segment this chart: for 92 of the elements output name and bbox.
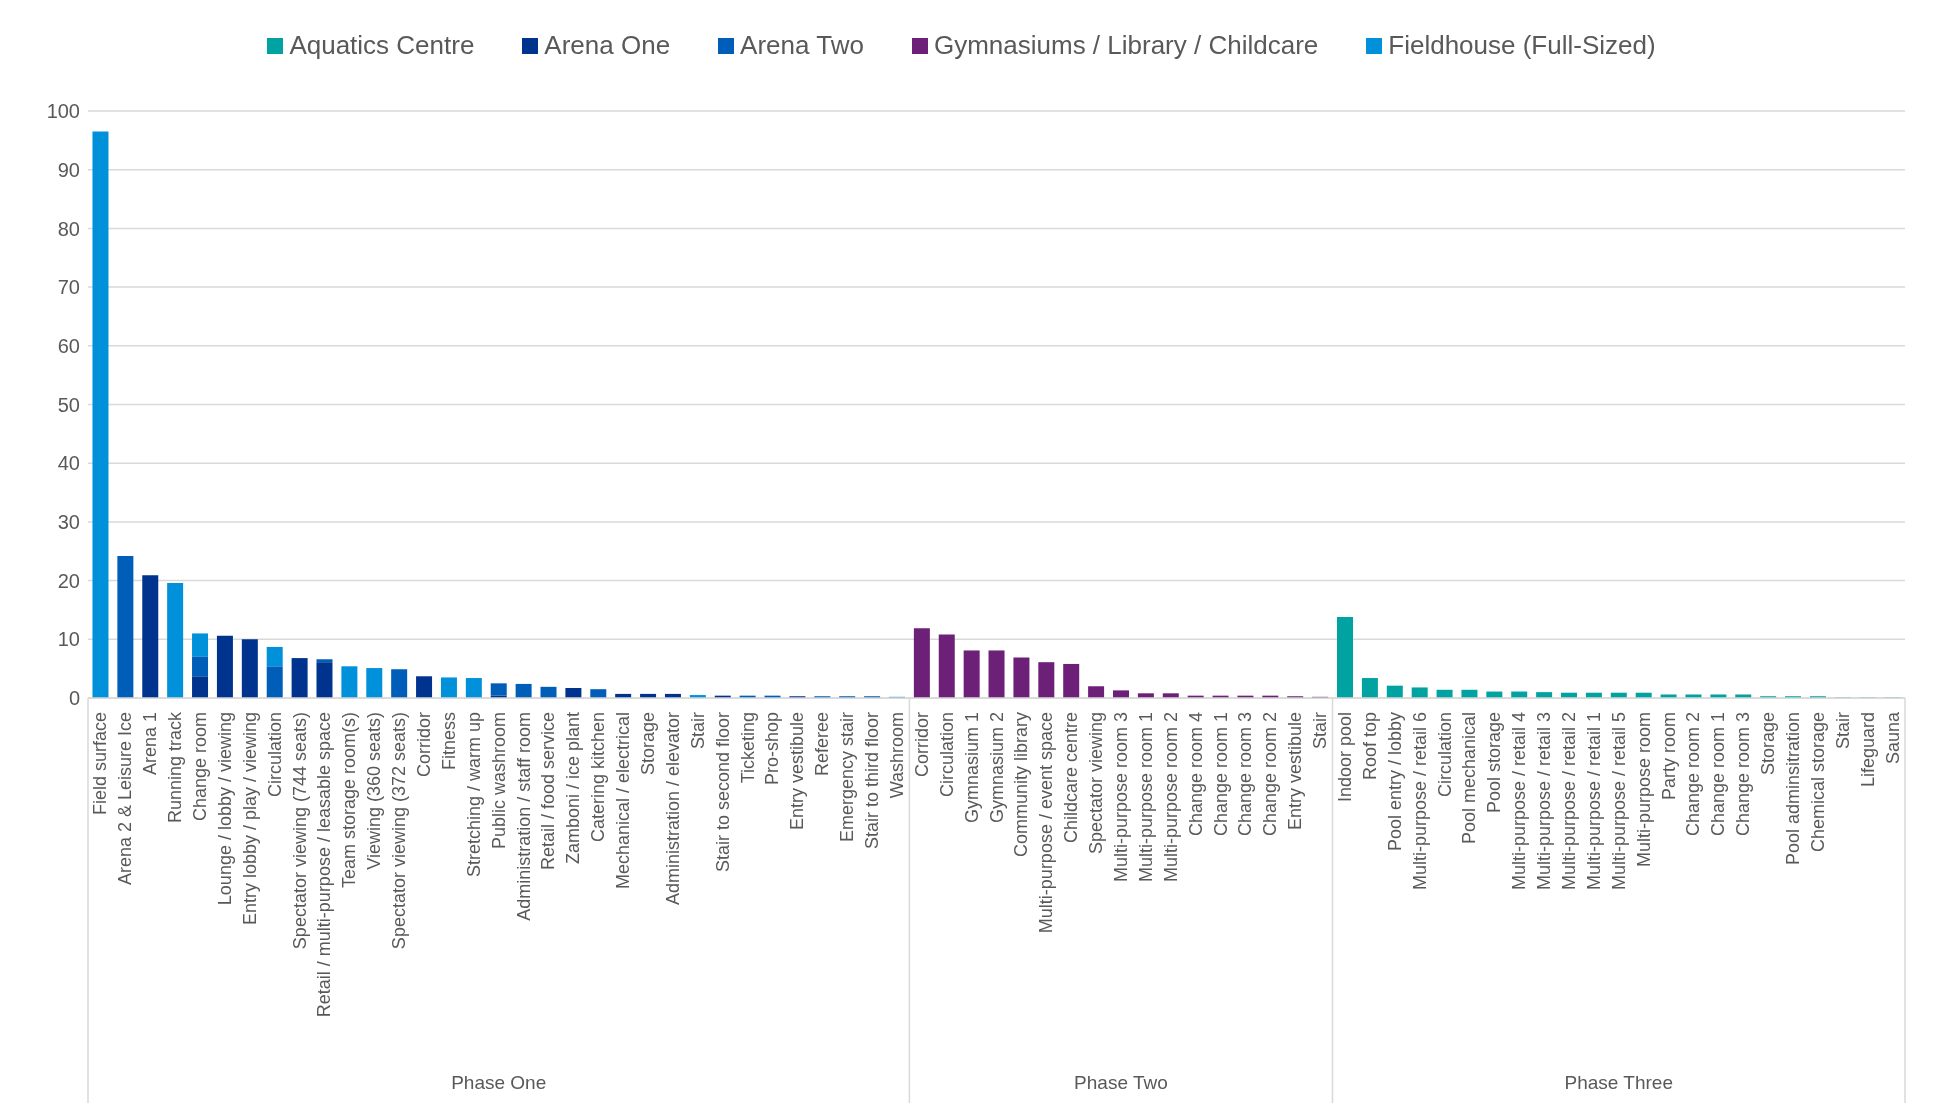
y-tick-label: 100	[46, 100, 80, 123]
x-tick-label: Arena 1	[140, 712, 161, 776]
x-tick-label: Zamboni / ice plant	[563, 712, 584, 865]
x-tick-label: Stair to third floor	[862, 712, 883, 850]
x-tick-label: Retail / multi-purpose / leasable space	[314, 712, 335, 1018]
x-tick-label: Entry lobby / play / viewing	[239, 712, 260, 926]
y-tick-label: 90	[57, 158, 80, 181]
x-tick-label: Circulation	[936, 712, 957, 798]
x-tick-label: Multi-purpose / retail 6	[1409, 712, 1430, 891]
x-tick-label: Gymnasium 1	[961, 712, 982, 824]
x-tick-label: Stair	[1310, 712, 1331, 750]
x-tick-label: Roof top	[1359, 712, 1380, 781]
x-tick-label: Multi-purpose / retail 2	[1558, 712, 1579, 891]
x-tick-label: Corridor	[414, 712, 435, 778]
x-tick-label: Spectator viewing (372 seats)	[389, 712, 410, 950]
x-tick-label: Running track	[165, 711, 186, 824]
x-tick-label: Ticketing	[737, 712, 758, 784]
x-tick-label: Community library	[1011, 712, 1032, 858]
x-tick-label: Multi-purpose / retail 4	[1509, 712, 1530, 891]
x-tick-label: Change room 3	[1235, 712, 1256, 837]
y-tick-label: 40	[57, 452, 80, 475]
x-tick-label: Field surface	[90, 712, 111, 816]
x-tick-label: Fitness	[438, 712, 459, 771]
x-tick-label: Change room 4	[1185, 712, 1206, 837]
legend-label: Arena Two	[739, 30, 864, 61]
x-tick-label: Spectator viewing (744 seats)	[289, 712, 310, 950]
x-tick-label: Catering kitchen	[588, 712, 609, 843]
text: Phase Three	[1564, 1072, 1673, 1093]
x-tick-label: Stretching / warm up	[463, 712, 484, 878]
y-tick-label: 80	[57, 217, 80, 240]
text: Phase Two	[1074, 1072, 1168, 1093]
x-tick-label: Party room	[1658, 712, 1679, 801]
x-tick-label: Change room	[190, 712, 211, 822]
x-tick-label: Storage	[1758, 712, 1779, 776]
x-tick-label: Circulation	[264, 712, 285, 798]
x-tick-label: Circulation	[1434, 712, 1455, 798]
x-tick-label: Multi-purpose / retail 1	[1583, 712, 1604, 891]
x-tick-label: Washroom	[886, 712, 907, 799]
y-tick-label: 70	[57, 276, 80, 299]
legend-label: Gymnasiums / Library / Childcare	[932, 30, 1319, 61]
x-tick-label: Arena 2 & Leisure Ice	[115, 712, 136, 886]
x-tick-label: Emergency stair	[837, 712, 858, 843]
x-tick-label: Stair	[687, 712, 708, 750]
x-tick-label: Multi-purpose / retail 3	[1534, 712, 1555, 891]
x-tick-label: Multi-purpose / event space	[1036, 712, 1057, 934]
x-tick-label: Change room 1	[1708, 712, 1729, 837]
x-tick-label: Multi-purpose room 1	[1135, 712, 1156, 883]
x-tick-label: Pool storage	[1484, 712, 1505, 814]
x-tick-label: Multi-purpose room 3	[1110, 712, 1131, 883]
y-tick-label: 20	[57, 569, 80, 592]
y-tick-label: 50	[57, 393, 80, 416]
x-tick-label: Pool adminsitration	[1782, 712, 1803, 866]
legend-label: Aquatics Centre	[288, 30, 475, 61]
x-tick-label: Pool mechanical	[1459, 712, 1480, 845]
x-tick-label: Change room 1	[1210, 712, 1231, 837]
x-tick-label: Chemical storage	[1807, 712, 1828, 853]
x-tick-label: Pro-shop	[762, 712, 783, 786]
x-tick-label: Change room 2	[1260, 712, 1281, 837]
x-tick-label: Gymnasium 2	[986, 712, 1007, 824]
x-tick-label: Mechanical / electrical	[613, 712, 634, 890]
x-tick-label: Lounge / lobby / viewing	[214, 712, 235, 906]
x-tick-label: Stair	[1832, 712, 1853, 750]
x-tick-label: Change room 2	[1683, 712, 1704, 837]
x-tick-label: Multi-purpose room 2	[1160, 712, 1181, 883]
text: Phase One	[451, 1072, 547, 1093]
y-tick-label: 10	[57, 628, 80, 651]
x-tick-label: Pool entry / lobby	[1384, 712, 1405, 852]
x-tick-label: Retail / food service	[538, 712, 559, 871]
x-tick-label: Entry vestibule	[1285, 712, 1306, 831]
x-tick-label: Childcare centre	[1061, 712, 1082, 844]
legend-label: Fieldhouse (Full-Sized)	[1387, 30, 1656, 61]
x-tick-label: Entry vestibule	[787, 712, 808, 831]
x-tick-label: Viewing (360 seats)	[364, 712, 385, 870]
y-tick-label: 30	[57, 511, 80, 533]
x-tick-label: Stair to second floor	[712, 712, 733, 873]
x-tick-label: Public washroom	[488, 712, 509, 850]
x-tick-label: Lifeguard	[1857, 712, 1878, 788]
x-tick-label: Administration / staff room	[513, 712, 534, 921]
x-tick-label: Referee	[812, 712, 833, 777]
x-tick-label: Indoor pool	[1334, 712, 1355, 803]
x-tick-label: Multi-purpose / retail 5	[1608, 712, 1629, 891]
x-tick-label: Administration / elevator	[662, 712, 683, 906]
y-tick-label: 60	[57, 334, 80, 357]
legend-label: Arena One	[543, 30, 671, 61]
y-tick-label: 0	[68, 687, 80, 710]
x-tick-label: Team storage room(s)	[339, 712, 360, 889]
x-tick-label: Corridor	[911, 712, 932, 778]
x-tick-label: Storage	[638, 712, 659, 776]
x-tick-label: Multi-purpose room	[1633, 712, 1654, 868]
x-tick-label: Sauna	[1882, 711, 1903, 765]
x-tick-label: Change room 3	[1733, 712, 1754, 837]
x-tick-label: Spectator viewing	[1086, 712, 1107, 855]
